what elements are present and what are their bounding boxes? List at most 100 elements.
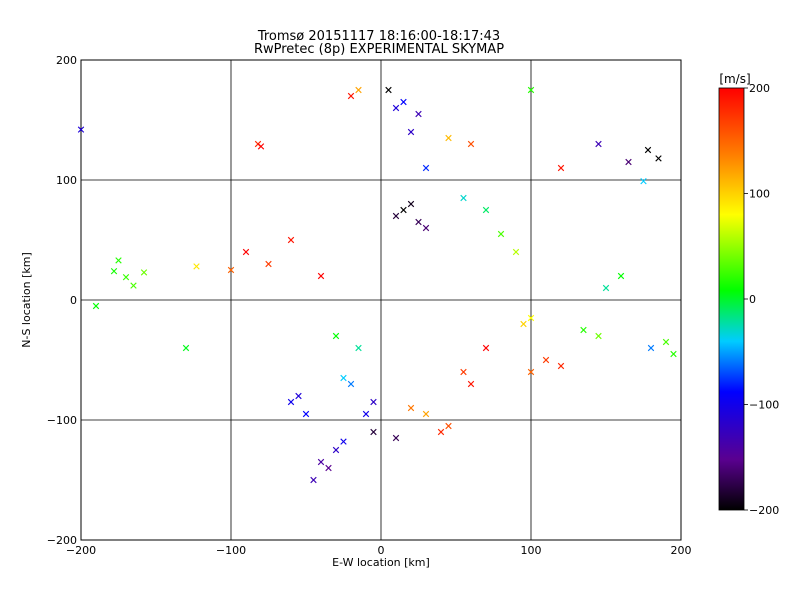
data-point: [92, 302, 100, 310]
data-point: [422, 410, 430, 418]
data-point: [445, 134, 452, 142]
data-point: [460, 368, 467, 376]
data-point: [460, 194, 467, 202]
data-point: [242, 248, 250, 256]
data-point: [257, 143, 265, 150]
data-point: [602, 284, 610, 292]
data-point: [445, 422, 452, 430]
data-point: [193, 263, 200, 270]
data-point: [670, 350, 677, 358]
colorbar-ticks: 200 100 0 −100 −200: [744, 82, 779, 517]
x-tick-label: −100: [216, 544, 246, 557]
y-tick-label: 200: [56, 54, 77, 67]
data-point: [110, 268, 118, 275]
colorbar-tick-label: 0: [749, 293, 756, 306]
y-axis-label: N-S location [km]: [20, 252, 33, 348]
data-point: [295, 392, 302, 400]
y-tick-label: −200: [47, 534, 77, 547]
data-point: [370, 428, 377, 436]
data-point: [400, 206, 407, 214]
x-tick-label: 0: [378, 544, 385, 557]
data-point: [287, 398, 295, 406]
data-point: [347, 380, 355, 388]
data-point: [655, 155, 662, 162]
data-point: [557, 164, 565, 172]
y-tick-label: −100: [47, 414, 77, 427]
chart-title-block: Tromsø 20151117 18:16:00-18:17:43 RwPret…: [254, 29, 504, 57]
data-point: [325, 464, 332, 472]
colorbar: [m/s] 200 100 0 −100 −200: [718, 72, 779, 517]
data-point: [407, 404, 415, 412]
data-point: [415, 110, 422, 118]
data-point: [385, 86, 392, 94]
data-point: [362, 410, 370, 418]
data-point: [115, 257, 122, 264]
data-point: [625, 158, 632, 166]
data-point: [512, 248, 520, 256]
data-point: [415, 218, 422, 226]
data-point: [437, 428, 445, 436]
data-point: [595, 332, 602, 340]
data-point: [77, 126, 85, 133]
data-point: [130, 282, 137, 289]
data-point: [482, 206, 490, 214]
data-point: [370, 398, 377, 406]
data-point: [340, 374, 347, 382]
points-layer: [77, 86, 677, 484]
colorbar-gradient: [718, 87, 745, 511]
data-point: [647, 344, 655, 352]
data-point: [595, 140, 602, 148]
data-point: [527, 86, 535, 94]
data-point: [317, 272, 325, 280]
data-point: [265, 260, 272, 268]
data-point: [317, 458, 325, 466]
y-tick-label: 100: [56, 174, 77, 187]
data-point: [332, 446, 340, 454]
chart-title: Tromsø 20151117 18:16:00-18:17:43: [257, 29, 500, 44]
x-tick-label: 100: [521, 544, 542, 557]
data-point: [644, 146, 652, 154]
colorbar-tick-label: 200: [749, 82, 770, 95]
data-point: [140, 269, 148, 276]
data-point: [347, 92, 355, 100]
colorbar-tick-label: 100: [749, 188, 770, 201]
y-tick-label: 0: [70, 294, 77, 307]
data-point: [310, 476, 317, 484]
data-point: [422, 164, 430, 172]
data-point: [617, 272, 625, 280]
grid-layer: [81, 60, 681, 540]
colorbar-tick-label: −200: [749, 504, 779, 517]
data-point: [332, 332, 340, 340]
data-point: [355, 86, 362, 94]
data-point: [520, 320, 527, 328]
data-point: [542, 356, 550, 364]
x-axis-label: E-W location [km]: [332, 556, 430, 569]
data-point: [662, 338, 670, 346]
colorbar-label: [m/s]: [719, 72, 750, 86]
tick-layer: −200 −100 0 100 200 −200 −100 0 100 200: [47, 54, 692, 557]
colorbar-tick-label: −100: [749, 399, 779, 412]
data-point: [392, 434, 400, 442]
data-point: [122, 274, 130, 281]
data-point: [392, 212, 400, 220]
data-point: [467, 140, 475, 148]
data-point: [400, 98, 407, 106]
data-point: [527, 368, 535, 376]
data-point: [355, 344, 362, 352]
data-point: [407, 128, 415, 136]
data-point: [422, 224, 430, 232]
data-point: [407, 200, 415, 208]
x-tick-label: 200: [671, 544, 692, 557]
data-point: [497, 230, 505, 238]
data-point: [557, 362, 565, 370]
data-point: [527, 314, 535, 322]
data-point: [227, 266, 235, 274]
data-point: [467, 380, 475, 388]
data-point: [482, 344, 490, 352]
chart-subtitle: RwPretec (8p) EXPERIMENTAL SKYMAP: [254, 42, 504, 57]
data-point: [287, 236, 295, 244]
data-point: [580, 326, 587, 334]
data-point: [392, 104, 400, 112]
data-point: [302, 410, 310, 418]
